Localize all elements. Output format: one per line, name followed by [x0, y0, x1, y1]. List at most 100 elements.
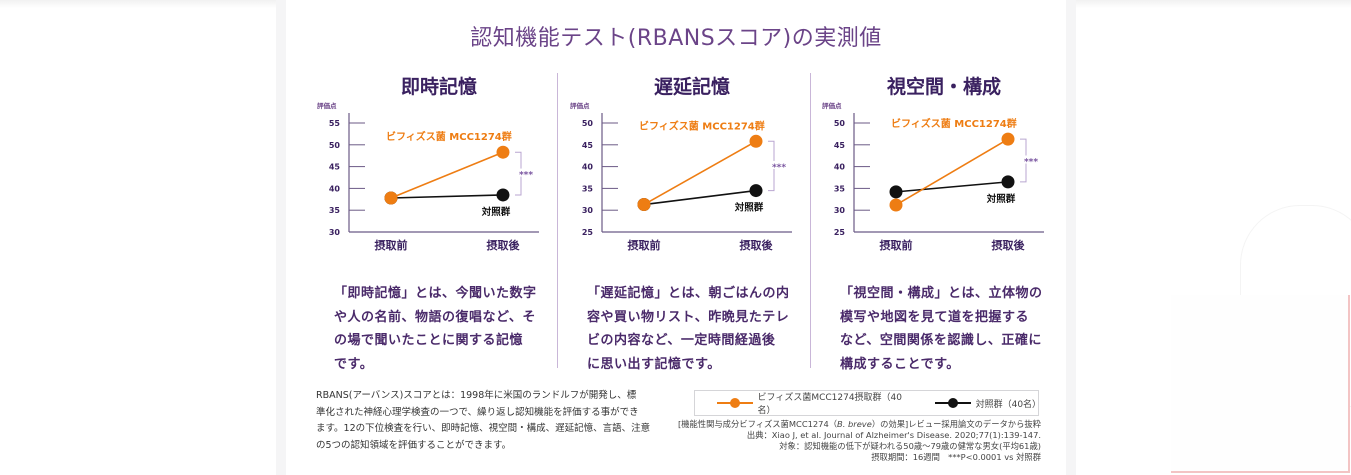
source-line-3: 対象：認知機能の低下が疑われる50歳〜79歳の健常な男女(平均61歳)	[779, 441, 1041, 451]
y-axis-label: 評価点	[822, 101, 842, 110]
y-tick-label: 45	[582, 141, 594, 150]
legend: ビフィズス菌MCC1274摂取群（40名） 対照群（40名）	[694, 390, 1042, 416]
right-gutter	[1066, 0, 1076, 475]
y-tick-label: 30	[329, 228, 341, 237]
series-label-control: 対照群	[986, 193, 1016, 205]
description-line: や人の名前、物語の復唱など、そ	[334, 309, 536, 325]
bracket-gap	[1025, 155, 1037, 164]
description-line: 「即時記憶」とは、今聞いた数字	[334, 286, 537, 301]
series-label-control: 対照群	[481, 206, 511, 218]
series-label-treatment: ビフィズス菌 MCC1274群	[386, 130, 512, 143]
data-point-control	[749, 184, 763, 198]
significance-label: ***	[1024, 157, 1038, 167]
y-tick-label: 35	[834, 184, 846, 193]
content-panel: 認知機能テスト(RBANSスコア)の実測値 即時記憶 評価点 30 35 40 45 50…	[286, 0, 1066, 475]
note-line: ます。12の下位検査を行い、即時記憶、視空間・構成、遅延記憶、言語、注意	[316, 423, 651, 434]
y-tick-label: 45	[834, 141, 846, 150]
series-line-treatment	[390, 151, 504, 199]
y-tick-label: 45	[329, 163, 341, 172]
description-immediate-memory: 「即時記憶」とは、今聞いた数字 や人の名前、物語の復唱など、そ の場で聞いたこと…	[334, 282, 544, 376]
y-tick-label: 35	[329, 206, 341, 215]
description-line: です。	[334, 356, 374, 372]
decorative-frame	[1171, 295, 1350, 473]
legend-item-control: 対照群（40名）	[913, 397, 1042, 410]
description-line: に思い出す記憶です。	[587, 356, 721, 372]
series-line-control	[390, 194, 504, 199]
chart-title: 即時記憶	[400, 76, 477, 98]
source-line-2: 出典：Xiao J, et al. Journal of Alzheimer's…	[746, 430, 1041, 440]
source-line-4: 摂取期間：16週間 ***P<0.0001 vs 対照群	[871, 452, 1041, 462]
data-point-control	[496, 188, 510, 202]
y-tick-label: 30	[582, 206, 594, 215]
data-point-treatment	[496, 145, 510, 159]
legend-item-treatment: ビフィズス菌MCC1274摂取群（40名）	[695, 390, 913, 416]
y-tick-label: 35	[582, 184, 594, 193]
description-line: 容や買い物リスト、昨晩見たテレ	[587, 309, 790, 325]
description-delayed-memory: 「遅延記憶」とは、朝ごはんの内 容や買い物リスト、昨晩見たテレ ビの内容など、一…	[587, 282, 797, 376]
rbans-note: RBANS(アーバンス)スコアとは：1998年に米国のランドルフが開発し、標 準…	[316, 388, 676, 454]
series-label-treatment: ビフィズス菌 MCC1274群	[891, 117, 1017, 130]
series-line-control	[643, 189, 757, 206]
x-tick-label: 摂取前	[375, 238, 408, 252]
y-tick-label: 25	[834, 228, 846, 237]
y-tick-label: 25	[582, 228, 594, 237]
chart-title: 視空間・構成	[886, 76, 1001, 98]
series-line-treatment	[643, 140, 757, 206]
significance-label: ***	[519, 171, 533, 181]
description-line: 模写や地図を見て道を把握する	[840, 309, 1030, 325]
chart-title: 遅延記憶	[653, 76, 730, 98]
significance-label: ***	[772, 163, 786, 173]
y-tick-label: 30	[834, 206, 846, 215]
y-tick-label: 40	[329, 184, 341, 193]
description-visuospatial: 「視空間・構成」とは、立体物の 模写や地図を見て道を把握する など、空間関係を認…	[840, 282, 1050, 376]
data-point-treatment	[749, 134, 763, 148]
source-text: ）の効果]レビュー採用論文のデータから抜粋	[871, 419, 1041, 429]
description-line: 「視空間・構成」とは、立体物の	[840, 286, 1043, 301]
legend-label: 対照群（40名）	[975, 399, 1042, 410]
data-point-control	[889, 185, 903, 199]
column-divider	[557, 73, 558, 368]
note-line: 準化された神経心理学検査の一つで、繰り返し認知機能を評価する事ができ	[316, 406, 639, 418]
chart-column-immediate-memory: 即時記憶 評価点 30 35 40 45 50 55 摂取前 摂取後 ビフィズス菌 MCC1274…	[314, 70, 564, 370]
y-tick-label: 50	[582, 119, 594, 128]
note-line: の5つの認知領域を評価することができます。	[316, 439, 512, 451]
description-line: の場で聞いたことに関する記憶	[334, 333, 524, 348]
main-title: 認知機能テスト(RBANSスコア)の実測値	[470, 26, 882, 51]
series-line-control	[895, 181, 1009, 193]
series-label-treatment: ビフィズス菌 MCC1274群	[639, 119, 765, 132]
y-tick-label: 50	[329, 141, 341, 150]
x-tick-label: 摂取後	[740, 238, 774, 252]
y-tick-label: 50	[834, 119, 846, 128]
data-point-treatment	[384, 191, 398, 205]
source-line-1: [機能性関与成分ビフィズス菌MCC1274（B. breve）の効果]レビュー採…	[666, 419, 1041, 430]
legend-label: ビフィズス菌MCC1274摂取群（40名）	[757, 393, 903, 416]
series-line-treatment	[895, 138, 1009, 206]
legend-marker-black-icon	[935, 398, 972, 408]
chart-column-visuospatial: 視空間・構成 評価点 25 30 35 40 45 50 摂取前 摂取後 ビフィズス菌 MCC12…	[819, 70, 1069, 370]
chart-column-delayed-memory: 遅延記憶 評価点 25 30 35 40 45 50 摂取前 摂取後 ビフィズス菌 MCC1274…	[567, 70, 817, 370]
bracket-gap	[773, 160, 785, 169]
legend-marker-orange-icon	[717, 398, 753, 408]
description-line: 「遅延記憶」とは、朝ごはんの内	[587, 286, 790, 301]
left-gutter	[276, 0, 286, 475]
x-tick-label: 摂取前	[628, 238, 661, 252]
description-line: など、空間関係を認識し、正確に	[840, 333, 1042, 348]
description-line: 構成することです。	[840, 356, 960, 372]
x-tick-label: 摂取前	[880, 238, 913, 252]
y-tick-label: 40	[582, 163, 594, 172]
description-line: ビの内容など、一定時間経過後	[587, 333, 776, 348]
y-tick-label: 55	[329, 119, 341, 128]
note-line: RBANS(アーバンス)スコアとは：1998年に米国のランドルフが開発し、標	[316, 390, 637, 401]
x-tick-label: 摂取後	[487, 238, 521, 252]
bracket-gap	[520, 168, 532, 177]
data-point-control	[1001, 175, 1015, 189]
source-text: [機能性関与成分ビフィズス菌MCC1274（	[677, 419, 838, 429]
species-name: B. breve	[837, 419, 872, 429]
series-label-control: 対照群	[734, 202, 764, 214]
data-point-treatment	[1001, 132, 1015, 146]
y-axis-label: 評価点	[570, 101, 590, 110]
x-tick-label: 摂取後	[992, 238, 1026, 252]
